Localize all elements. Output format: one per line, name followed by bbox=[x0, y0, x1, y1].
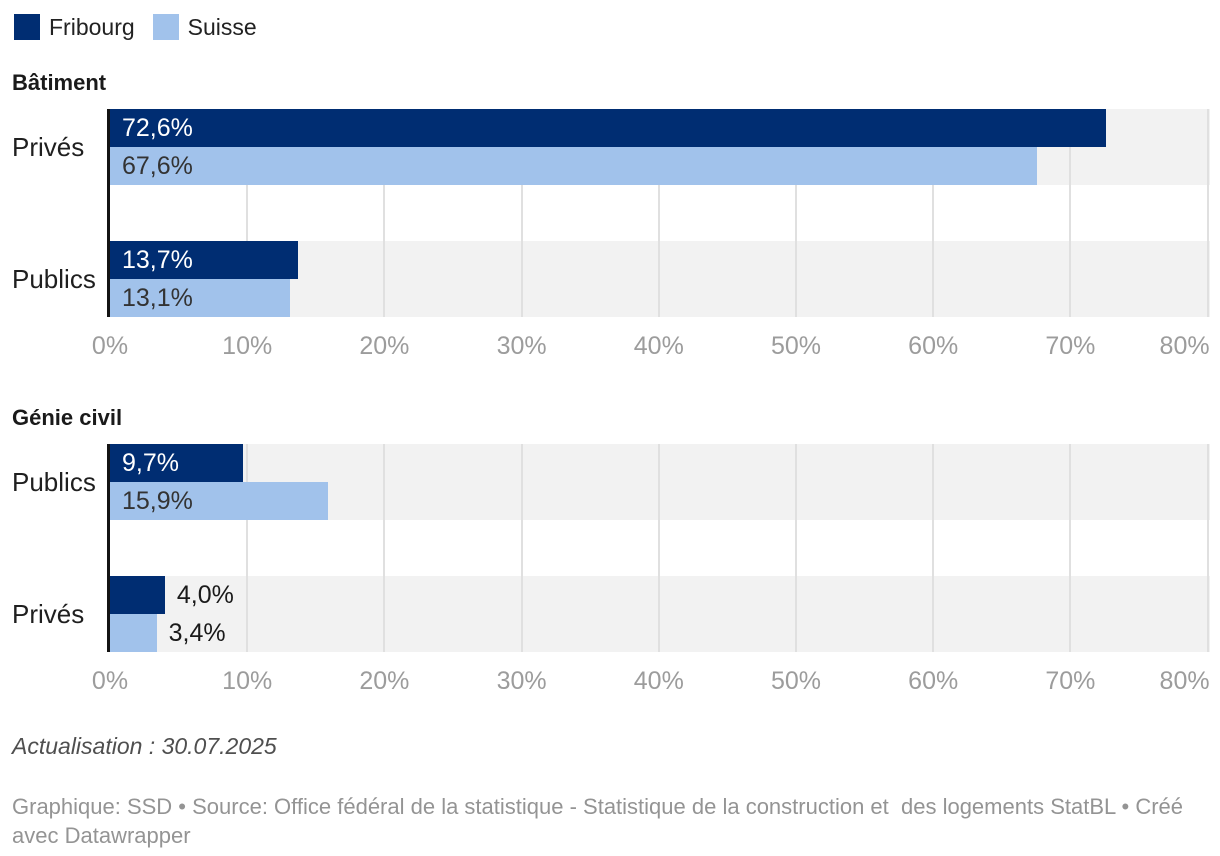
bar-fribourg bbox=[110, 576, 165, 614]
gridline bbox=[246, 109, 249, 317]
legend-item-fribourg: Fribourg bbox=[14, 14, 135, 41]
bar-suisse bbox=[110, 482, 329, 520]
chart-title-batiment: Bâtiment bbox=[12, 70, 107, 95]
axis-tick-label: 20% bbox=[359, 667, 410, 695]
axis-tick-label: 50% bbox=[770, 332, 822, 360]
gridline bbox=[795, 444, 797, 652]
charts-container: Bâtiment 72,6% 67,6% Privés 13,7% 13,1% Public… bbox=[0, 70, 1220, 698]
category-label-publics: Publics bbox=[12, 467, 96, 497]
legend: Fribourg Suisse bbox=[14, 14, 1220, 40]
axis-tick-label: 0% bbox=[91, 667, 129, 695]
plot-area-batiment: 72,6% 67,6% Privés 13,7% 13,1% Publics bbox=[12, 109, 1210, 317]
legend-label-fribourg: Fribourg bbox=[49, 13, 135, 40]
bar-fribourg bbox=[110, 444, 244, 482]
x-axis-genie-civil: 0% 10% 20% 30% 40% 50% 60% 70% 80% bbox=[92, 664, 1210, 698]
row-band bbox=[110, 576, 1210, 652]
legend-item-suisse: Suisse bbox=[152, 13, 257, 41]
gridline bbox=[657, 444, 660, 652]
legend-label-suisse: Suisse bbox=[187, 13, 257, 40]
plot-area-genie-civil: 9,7% 15,9% Publics 4,0% 3,4% Privés bbox=[12, 444, 1210, 652]
gridline bbox=[795, 109, 797, 317]
axis-tick-label: 0% bbox=[91, 332, 129, 360]
chart-section-batiment: Bâtiment 72,6% 67,6% Privés 13,7% 13,1% Public… bbox=[0, 70, 1220, 363]
bar-suisse bbox=[110, 147, 1038, 185]
legend-swatch-suisse bbox=[152, 14, 179, 40]
bar-suisse bbox=[110, 279, 290, 317]
gridline bbox=[1206, 444, 1209, 652]
axis-tick-label: 40% bbox=[633, 332, 684, 360]
bar-value-label: 67,6% bbox=[122, 152, 193, 180]
update-note: Actualisation : 30.07.2025 bbox=[12, 733, 277, 759]
axis-tick-label: 70% bbox=[1045, 667, 1096, 695]
axis-tick-label: 80% bbox=[1159, 667, 1210, 695]
category-label-privs: Privés bbox=[12, 132, 85, 162]
chart-title-genie-civil: Génie civil bbox=[12, 405, 123, 430]
bar-suisse bbox=[110, 614, 157, 652]
source-credit: Graphique: SSD • Source: Office fédéral … bbox=[12, 794, 1190, 848]
bar-value-label: 72,6% bbox=[122, 114, 193, 142]
axis-tick-label: 50% bbox=[770, 667, 822, 695]
axis-tick-label: 10% bbox=[222, 332, 273, 360]
gridline bbox=[520, 109, 523, 317]
bar-value-label: 9,7% bbox=[122, 449, 179, 477]
gridline bbox=[932, 444, 935, 652]
bar-value-label: 13,1% bbox=[122, 284, 193, 312]
axis-tick-label: 80% bbox=[1159, 332, 1210, 360]
axis-tick-label: 70% bbox=[1045, 332, 1096, 360]
axis-tick-label: 10% bbox=[222, 667, 273, 695]
chart-section-genie-civil: Génie civil 9,7% 15,9% Publics 4,0% 3,4% Privé… bbox=[0, 405, 1220, 698]
axis-line bbox=[107, 444, 110, 652]
x-axis-batiment: 0% 10% 20% 30% 40% 50% 60% 70% 80% bbox=[92, 329, 1210, 363]
category-label-privs: Privés bbox=[12, 599, 85, 629]
axis-tick-label: 30% bbox=[496, 667, 547, 695]
axis-tick-label: 30% bbox=[496, 332, 547, 360]
bar-value-label: 4,0% bbox=[176, 581, 234, 609]
axis-line bbox=[107, 109, 110, 317]
gridline bbox=[1069, 109, 1072, 317]
bar-fribourg bbox=[110, 241, 298, 279]
gridline bbox=[1069, 444, 1072, 652]
bar-value-label: 13,7% bbox=[122, 246, 193, 274]
gridline bbox=[520, 444, 523, 652]
axis-tick-label: 20% bbox=[359, 332, 410, 360]
gridline bbox=[383, 444, 386, 652]
gridline bbox=[246, 444, 249, 652]
gridline bbox=[932, 109, 935, 317]
category-label-publics: Publics bbox=[12, 264, 96, 294]
gridline bbox=[383, 109, 386, 317]
bar-value-label: 15,9% bbox=[122, 487, 193, 515]
axis-tick-label: 60% bbox=[908, 332, 959, 360]
gridline bbox=[1206, 109, 1209, 317]
gridline bbox=[657, 109, 660, 317]
legend-swatch-fribourg bbox=[14, 14, 40, 40]
bar-fribourg bbox=[110, 109, 1107, 147]
axis-tick-label: 40% bbox=[633, 667, 684, 695]
axis-tick-label: 60% bbox=[908, 667, 959, 695]
bar-value-label: 3,4% bbox=[168, 619, 226, 647]
